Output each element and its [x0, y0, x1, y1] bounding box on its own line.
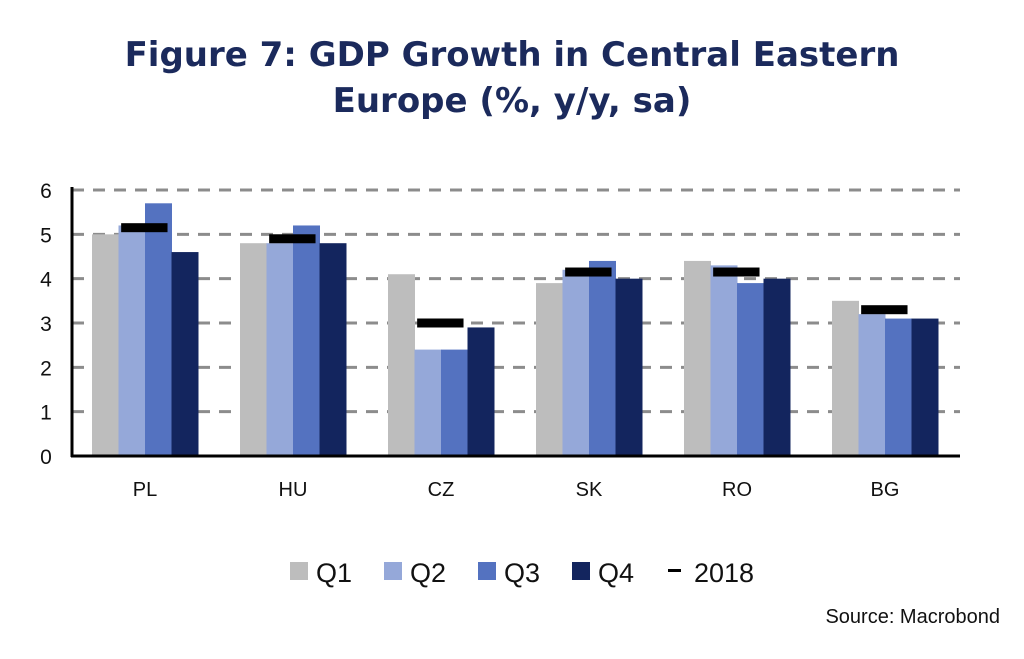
legend-label-2018: 2018 [694, 558, 754, 588]
bar-q3-sk [589, 260, 616, 456]
bar-q2-hu [266, 243, 294, 456]
bar-q2-pl [118, 225, 146, 456]
legend-swatch-q1 [290, 562, 308, 580]
y-tick-label: 1 [40, 402, 52, 425]
legend-swatch-q2 [384, 562, 402, 580]
bar-q4-cz [467, 327, 495, 456]
y-tick-label: 0 [40, 446, 52, 469]
source-note: Source: Macrobond [825, 606, 1000, 628]
bar-q3-hu [293, 225, 320, 456]
x-tick-label: BG [871, 479, 900, 501]
bar-q4-bg [911, 318, 939, 456]
bar-q3-pl [145, 203, 172, 456]
chart-title-line-2: Europe (%, y/y, sa) [332, 81, 692, 121]
bar-q3-bg [885, 318, 912, 456]
bar-q1-ro [684, 260, 711, 456]
bar-q2-sk [562, 269, 590, 456]
bar-q3-cz [441, 349, 468, 456]
bar-q2-bg [858, 314, 886, 456]
bar-q4-sk [615, 278, 643, 456]
bar-q1-cz [388, 274, 415, 456]
marker-2018-sk [565, 267, 612, 277]
marker-2018-pl [121, 223, 168, 233]
y-tick-label: 6 [40, 180, 52, 203]
legend-marker-2018 [668, 569, 681, 572]
y-tick-label: 5 [40, 224, 52, 247]
x-tick-label: SK [576, 479, 603, 501]
bar-q4-ro [763, 278, 791, 456]
marker-2018-ro [713, 267, 760, 277]
legend-swatch-q3 [478, 562, 496, 580]
legend-label-q1: Q1 [316, 558, 352, 588]
x-tick-label: RO [722, 479, 752, 501]
bar-q2-cz [414, 349, 442, 456]
legend-label-q3: Q3 [504, 558, 540, 588]
chart-title: Figure 7: GDP Growth in Central Eastern … [0, 32, 1024, 124]
chart-title-line-1: Figure 7: GDP Growth in Central Eastern [124, 35, 900, 75]
y-tick-label: 2 [40, 357, 52, 380]
bar-q1-pl [92, 234, 119, 456]
bar-q4-hu [319, 243, 347, 456]
x-tick-label: PL [133, 479, 157, 501]
bar-q4-pl [171, 252, 199, 456]
legend-label-q4: Q4 [598, 558, 634, 588]
marker-2018-bg [861, 305, 908, 315]
marker-2018-cz [417, 318, 464, 328]
bar-q3-ro [737, 283, 764, 456]
marker-2018-hu [269, 234, 316, 244]
bar-q1-hu [240, 243, 267, 456]
x-tick-label: CZ [428, 479, 455, 501]
bar-q1-sk [536, 283, 563, 456]
y-tick-label: 4 [40, 269, 52, 292]
legend-swatch-q4 [572, 562, 590, 580]
y-tick-label: 3 [40, 313, 52, 336]
x-tick-label: HU [279, 479, 308, 501]
bar-q2-ro [710, 265, 738, 456]
legend-label-q2: Q2 [410, 558, 446, 588]
bar-q1-bg [832, 300, 859, 456]
